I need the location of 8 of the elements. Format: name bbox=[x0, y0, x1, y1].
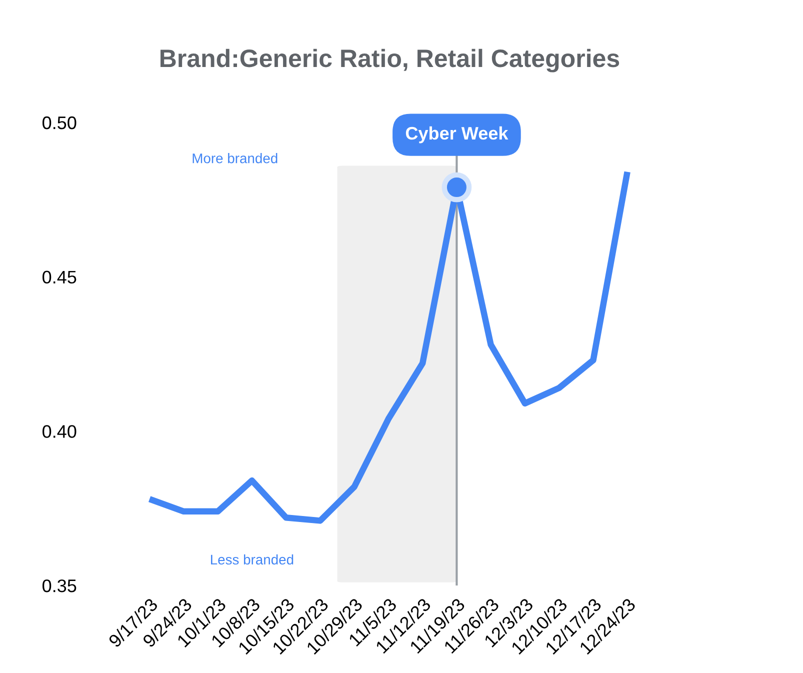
y-tick-label: 0.35 bbox=[42, 579, 76, 592]
chart-title: Brand:Generic Ratio, Retail Categories bbox=[160, 48, 620, 72]
y-tick-label: 0.45 bbox=[42, 270, 76, 284]
y-tick-label: 0.40 bbox=[42, 425, 76, 438]
y-tick-label: 0.50 bbox=[42, 116, 76, 130]
ref-line-label: Cyber Week bbox=[406, 126, 508, 144]
annotation: Less branded bbox=[211, 554, 294, 565]
annotation: More branded bbox=[192, 153, 278, 164]
